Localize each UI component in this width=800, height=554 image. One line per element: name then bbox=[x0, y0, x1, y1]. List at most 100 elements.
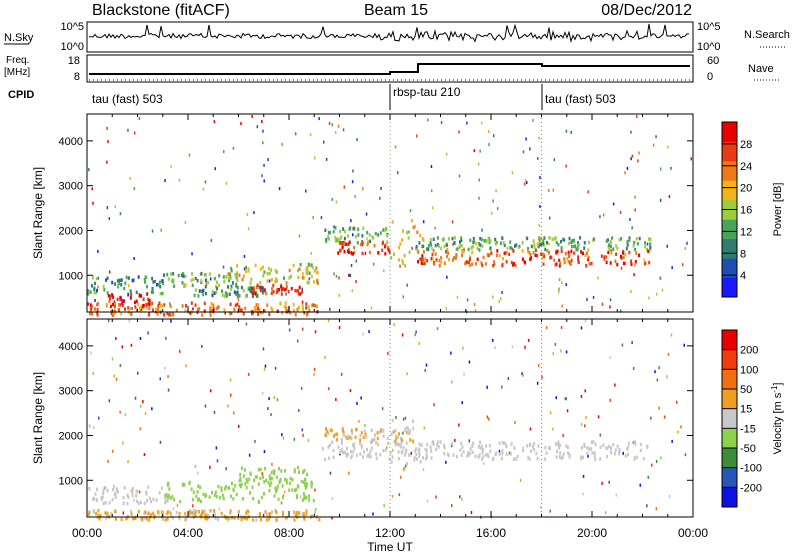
data-cell bbox=[606, 454, 608, 459]
scatter-cell bbox=[176, 503, 179, 507]
scatter-cell bbox=[634, 208, 636, 212]
data-cell bbox=[634, 442, 637, 446]
scatter-cell bbox=[391, 448, 394, 452]
scatter-cell bbox=[380, 187, 382, 190]
noise-right-label: N.Search bbox=[744, 29, 790, 41]
data-cell bbox=[145, 516, 148, 521]
scatter-cell bbox=[462, 346, 464, 350]
data-cell bbox=[405, 441, 408, 445]
data-cell bbox=[580, 445, 583, 450]
data-cell bbox=[440, 256, 443, 260]
scatter-cell bbox=[450, 351, 452, 355]
data-cell bbox=[608, 444, 611, 449]
data-cell bbox=[96, 307, 99, 312]
data-cell bbox=[425, 247, 428, 251]
data-cell bbox=[421, 254, 424, 258]
scatter-cell bbox=[124, 413, 127, 417]
data-cell bbox=[501, 451, 504, 456]
noise-trace-line bbox=[88, 23, 690, 44]
data-cell bbox=[359, 441, 361, 445]
scatter-cell bbox=[169, 302, 171, 306]
scatter-cell bbox=[658, 366, 660, 370]
data-cell bbox=[302, 480, 305, 484]
data-cell bbox=[412, 419, 414, 424]
scatter-cell bbox=[264, 364, 267, 368]
data-cell bbox=[125, 516, 128, 521]
data-cell bbox=[508, 245, 511, 250]
data-cell bbox=[638, 236, 641, 241]
data-cell bbox=[164, 500, 167, 505]
scatter-cell bbox=[331, 516, 333, 520]
data-cell bbox=[533, 441, 535, 446]
scatter-cell bbox=[422, 468, 425, 472]
data-cell bbox=[399, 445, 402, 449]
data-cell bbox=[549, 446, 552, 450]
scatter-cell bbox=[307, 439, 310, 442]
data-cell bbox=[100, 495, 103, 500]
scatter-cell bbox=[229, 378, 232, 382]
scatter-cell bbox=[318, 117, 320, 121]
data-cell bbox=[302, 496, 305, 501]
data-cell bbox=[561, 455, 564, 459]
scatter-cell bbox=[422, 220, 425, 224]
scatter-cell bbox=[129, 176, 131, 180]
data-cell bbox=[120, 278, 123, 282]
data-cell bbox=[166, 311, 169, 315]
data-cell bbox=[159, 291, 162, 296]
data-cell bbox=[492, 264, 495, 268]
scatter-cell bbox=[314, 156, 316, 160]
scatter-cell bbox=[560, 349, 562, 353]
data-cell bbox=[388, 250, 391, 254]
data-cell bbox=[421, 237, 424, 241]
scatter-cell bbox=[525, 178, 527, 182]
scatter-cell bbox=[386, 446, 388, 450]
data-cell bbox=[627, 452, 629, 457]
scatter-cell bbox=[646, 504, 648, 508]
data-cell bbox=[382, 434, 385, 438]
scatter-cell bbox=[522, 150, 525, 154]
scatter-cell bbox=[122, 441, 124, 445]
data-cell bbox=[479, 236, 482, 241]
scatter-cell bbox=[654, 370, 656, 374]
data-cell bbox=[407, 426, 409, 431]
data-cell bbox=[635, 251, 638, 255]
data-cell bbox=[646, 247, 648, 252]
data-cell bbox=[588, 447, 591, 451]
data-cell bbox=[628, 250, 631, 255]
scatter-cell bbox=[281, 142, 283, 146]
data-cell bbox=[327, 431, 330, 436]
data-cell bbox=[500, 456, 503, 461]
data-cell bbox=[391, 418, 394, 423]
x-tick-label: 08:00 bbox=[274, 526, 304, 540]
data-cell bbox=[185, 516, 188, 520]
data-cell bbox=[301, 272, 304, 276]
scatter-cell bbox=[648, 296, 650, 300]
data-cell bbox=[391, 220, 394, 224]
data-cell bbox=[374, 433, 376, 437]
data-cell bbox=[453, 255, 455, 260]
data-cell bbox=[400, 438, 403, 442]
data-cell bbox=[231, 281, 234, 285]
scatter-cell bbox=[632, 367, 635, 370]
data-cell bbox=[382, 429, 385, 433]
data-cell bbox=[542, 262, 545, 266]
data-cell bbox=[419, 233, 422, 238]
scatter-cell bbox=[301, 327, 304, 331]
data-cell bbox=[588, 262, 591, 266]
data-cell bbox=[250, 277, 253, 282]
scatter-cell bbox=[529, 147, 531, 151]
scatter-cell bbox=[582, 492, 584, 496]
data-cell bbox=[585, 264, 588, 268]
data-cell bbox=[198, 289, 201, 293]
data-cell bbox=[568, 241, 570, 246]
data-cell bbox=[227, 486, 230, 490]
data-cell bbox=[305, 512, 308, 516]
data-cell bbox=[405, 448, 408, 452]
data-cell bbox=[222, 275, 225, 279]
data-cell bbox=[386, 240, 389, 244]
data-cell bbox=[443, 443, 446, 448]
data-cell bbox=[102, 491, 105, 495]
scatter-cell bbox=[597, 276, 599, 280]
data-cell bbox=[335, 438, 338, 442]
data-cell bbox=[467, 247, 470, 252]
